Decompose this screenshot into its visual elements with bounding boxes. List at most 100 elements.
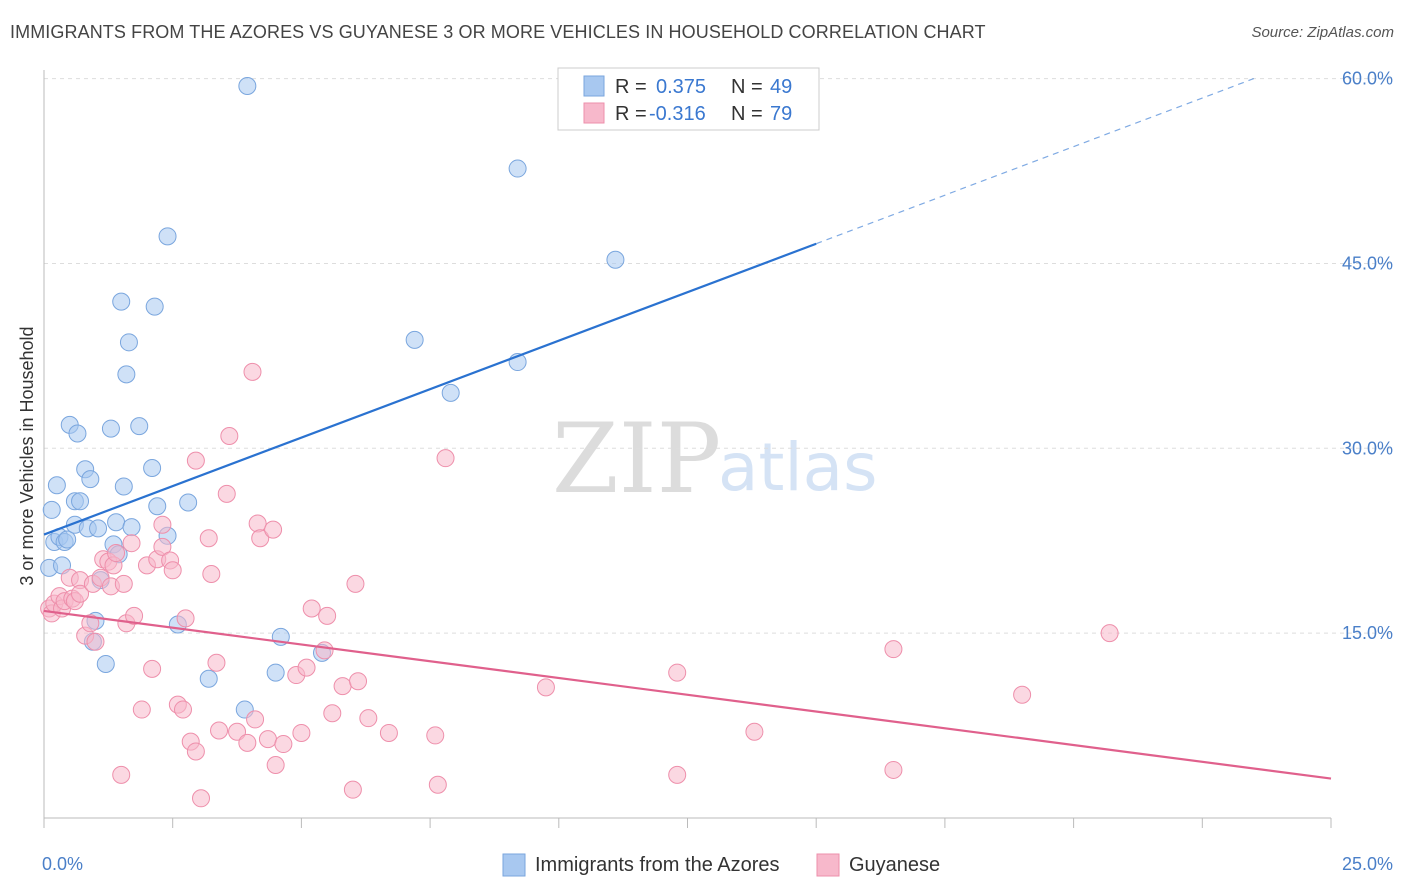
azores-point [58,530,77,549]
azores-point [148,497,167,516]
legend-n-value-azores: 49 [770,76,792,98]
trend-lines [43,78,1332,780]
y-axis-label: 3 or more Vehicles in Household [17,326,37,585]
azores-point [47,476,66,495]
guyanese-point [343,780,362,799]
y-tick-label: 30.0% [1342,438,1393,458]
guyanese-point [217,484,236,503]
guyanese-point [745,722,764,741]
guyanese-point [246,710,265,729]
azores-point [81,470,100,489]
guyanese-point [251,529,270,548]
azores-point [405,330,424,349]
azores-point [122,518,141,537]
azores-point [508,159,527,178]
guyanese-point [346,574,365,593]
legend-swatch-azores [583,75,605,97]
legend-box: R = 0.375 N = 49 R = -0.316 N = 79 [557,67,820,131]
guyanese-trend-line [43,609,1332,780]
watermark-zip: ZIP [552,403,721,515]
guyanese-point [210,721,229,740]
guyanese-point [143,659,162,678]
guyanese-point [186,451,205,470]
guyanese-point [81,614,100,633]
bottom-legend-label-guyanese: Guyanese [849,854,940,876]
legend-n-label-guyanese: N = [731,103,763,125]
x-tick-label: 25.0% [1342,854,1393,874]
azores-point [96,654,115,673]
guyanese-point [163,561,182,580]
azores-point [606,250,625,269]
watermark: ZIP atlas [552,403,878,515]
guyanese-point [186,742,205,761]
guyanese-point [884,760,903,779]
guyanese-point [292,723,311,742]
guyanese-point [112,765,131,784]
bottom-legend-swatch-azores [502,853,526,877]
guyanese-point [1100,624,1119,643]
guyanese-point [176,609,195,628]
azores-point [112,292,131,311]
guyanese-point [884,640,903,659]
legend-n-value-guyanese: 79 [770,103,792,125]
azores-trend-extension [815,78,1254,245]
azores-point [114,477,133,496]
x-tick-label: 0.0% [42,854,83,874]
y-axis-tick-labels: 15.0% 30.0% 45.0% 60.0% [1342,69,1393,644]
y-tick-label: 15.0% [1342,623,1393,643]
bottom-legend: Immigrants from the Azores Guyanese [502,853,940,877]
guyanese-point [192,789,211,808]
legend-r-label-guyanese: R = [615,103,647,125]
azores-point [130,417,149,436]
guyanese-point [153,515,172,534]
guyanese-point [274,735,293,754]
guyanese-point [153,537,172,556]
azores-point [145,297,164,316]
azores-trend-line [43,242,817,536]
azores-point [199,669,218,688]
guyanese-point [243,362,262,381]
guyanese-point [264,520,283,539]
guyanese-point [318,606,337,625]
guyanese-point [125,606,144,625]
azores-point [107,513,126,532]
x-axis-ticks [43,818,1332,828]
y-tick-label: 60.0% [1342,69,1393,89]
guyanese-point [228,722,247,741]
azores-point [117,365,136,384]
azores-point [42,500,61,519]
legend-r-value-azores: 0.375 [656,76,706,98]
legend-r-value-guyanese: -0.316 [649,103,706,125]
azores-point [101,419,120,438]
grid-lines [44,78,1392,634]
azores-point [143,459,162,478]
guyanese-point [202,564,221,583]
azores-point [119,333,138,352]
guyanese-point [436,449,455,468]
azores-point [158,227,177,246]
azores-point [89,519,108,538]
chart-title: IMMIGRANTS FROM THE AZORES VS GUYANESE 3… [10,22,986,42]
legend-swatch-guyanese [583,102,605,124]
guyanese-point [207,653,226,672]
source-label: Source: ZipAtlas.com [1251,24,1394,41]
guyanese-point [428,775,447,794]
guyanese-point [220,426,239,445]
guyanese-point [379,723,398,742]
guyanese-point [122,534,141,553]
watermark-atlas: atlas [718,429,878,506]
legend-n-label-azores: N = [731,76,763,98]
azores-point [266,663,285,682]
azores-point [179,493,198,512]
guyanese-point [1013,685,1032,704]
guyanese-point [107,544,126,563]
guyanese-point [132,700,151,719]
y-tick-label: 45.0% [1342,253,1393,273]
guyanese-point [359,709,378,728]
guyanese-point [315,641,334,660]
guyanese-point [86,632,105,651]
guyanese-point [297,658,316,677]
guyanese-point [426,726,445,745]
guyanese-point [173,700,192,719]
